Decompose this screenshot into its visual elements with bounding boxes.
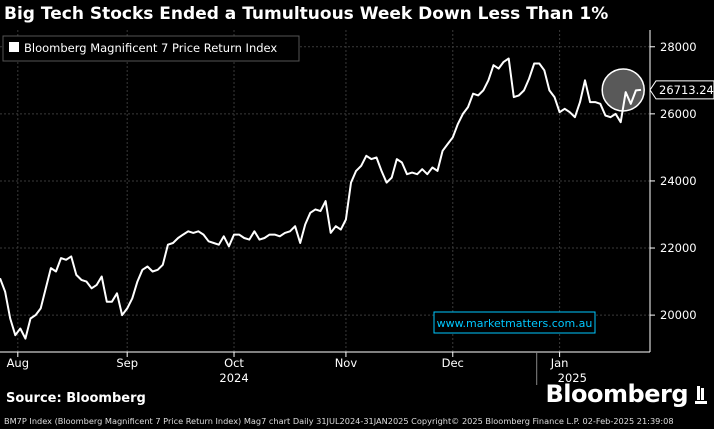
watermark-box: [433, 311, 596, 334]
series-layer: [0, 57, 645, 340]
y-gridlines: [0, 46, 650, 316]
y-tick-label: 20000: [660, 308, 697, 322]
year-label: 2025: [558, 371, 587, 385]
x-tick-label: Dec: [442, 356, 464, 370]
x-tick-label: Sep: [116, 356, 138, 370]
x-gridlines: [17, 30, 561, 352]
bloomberg-logo: Bloomberg: [545, 380, 689, 408]
x-tick-label: Oct: [224, 356, 244, 370]
chart-title: Big Tech Stocks Ended a Tumultuous Week …: [4, 4, 609, 24]
y-tick-label: 22000: [660, 241, 697, 255]
bloomberg-logo-icon: [695, 386, 707, 404]
legend: Bloomberg Magnificent 7 Price Return Ind…: [2, 35, 300, 62]
series-line: [0, 57, 642, 340]
y-tick-label: 28000: [660, 40, 697, 54]
x-tick-label: Aug: [7, 356, 29, 370]
x-axis: Aug Sep Oct Nov Dec Jan 2024 2025: [7, 352, 587, 385]
last-value-tag: 26713.24: [649, 80, 714, 100]
legend-swatch: [9, 42, 19, 52]
source-note: Source: Bloomberg: [6, 391, 146, 406]
x-tick-label: Nov: [335, 356, 358, 370]
last-value-text: 26713.24: [659, 83, 714, 97]
year-label: 2024: [219, 371, 248, 385]
legend-label: Bloomberg Magnificent 7 Price Return Ind…: [24, 41, 277, 55]
last-value-box: [649, 80, 714, 100]
watermark-text: www.marketmatters.com.au: [437, 317, 593, 330]
legend-box: [2, 35, 300, 62]
y-tick-label: 24000: [660, 174, 697, 188]
watermark: www.marketmatters.com.au: [433, 311, 596, 334]
footer-metadata: BM7P Index (Bloomberg Magnificent 7 Pric…: [4, 416, 674, 426]
y-axis: 20000 22000 24000 26000 28000: [650, 40, 697, 322]
x-tick-label: Jan: [550, 356, 569, 370]
highlight-circle: [601, 68, 645, 112]
y-tick-label: 26000: [660, 107, 697, 121]
